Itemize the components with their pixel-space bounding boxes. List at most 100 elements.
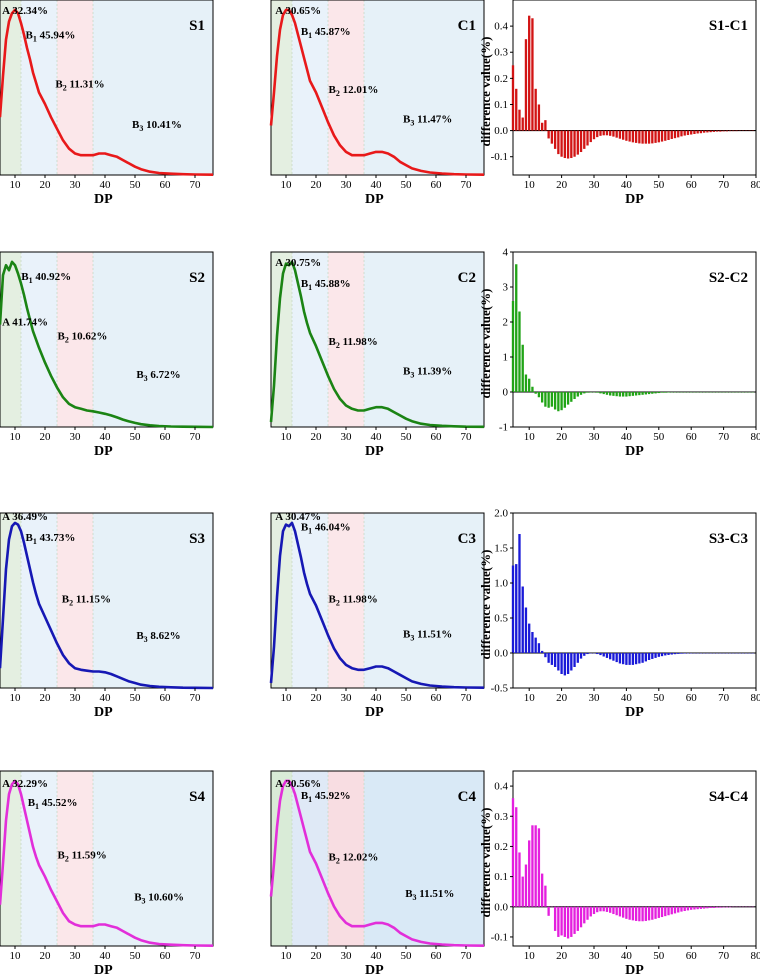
x-tick-label: 60 (431, 179, 443, 191)
bar (521, 344, 524, 392)
bar (644, 653, 647, 662)
chart-title: S1 (189, 18, 205, 34)
bar (589, 906, 592, 917)
bar (518, 534, 521, 653)
x-tick-label: 30 (589, 692, 601, 704)
label-b1: B1 45.94% (26, 30, 76, 44)
x-tick-label: 30 (70, 950, 82, 962)
label-a: A 36.49% (2, 511, 48, 523)
x-tick-label: 10 (524, 431, 536, 443)
bar (609, 392, 612, 396)
x-tick-label: 20 (556, 431, 568, 443)
bar (715, 130, 719, 132)
bar (654, 906, 657, 919)
x-tick-label: 50 (653, 692, 665, 704)
label-b3: B3 8.62% (136, 630, 180, 644)
x-tick-label: 70 (461, 179, 473, 191)
bar (566, 653, 570, 674)
bar (625, 130, 628, 141)
label-b3: B3 11.47% (403, 114, 452, 128)
bar (550, 653, 554, 665)
bar (518, 311, 521, 392)
y-tick-label: 0.3 (494, 47, 508, 59)
bar (644, 906, 647, 921)
bar (560, 392, 563, 411)
x-axis-label: DP (365, 444, 384, 459)
x-tick-label: 10 (10, 692, 22, 704)
panel-c2: 10 20 30 40 50 60 70 DP C2 A 30.75% B1 45.88% B2 11… (269, 251, 485, 459)
label-b3: B3 6.72% (136, 369, 180, 383)
x-axis-label: DP (625, 192, 644, 207)
bar (696, 130, 699, 134)
bar (537, 104, 541, 131)
bar (699, 130, 703, 134)
series-line (0, 260, 214, 429)
bar (615, 653, 618, 663)
bar (531, 825, 534, 907)
label-b1: B1 45.88% (301, 278, 351, 292)
bar (596, 392, 599, 393)
label-a: A 32.29% (2, 778, 48, 790)
bar (625, 392, 628, 397)
bar (638, 130, 641, 144)
bar (544, 392, 547, 407)
x-tick-label: 10 (10, 431, 22, 443)
bar (528, 623, 531, 653)
bar (537, 392, 541, 398)
region-band (0, 252, 21, 427)
x-tick-label: 10 (281, 692, 293, 704)
panel-c3: 10 20 30 40 50 60 70 DP C3 A 30.47%B1 46.04% B2 11… (269, 511, 485, 720)
x-tick-label: 60 (431, 950, 443, 962)
bar (524, 607, 528, 653)
bar (647, 130, 651, 144)
bar (515, 564, 518, 653)
bar (544, 885, 547, 907)
bar (628, 653, 631, 665)
bar (524, 374, 528, 392)
bar (566, 906, 570, 939)
bar (693, 906, 696, 910)
x-tick-label: 50 (653, 179, 665, 191)
bar (566, 130, 570, 159)
bar (540, 650, 544, 653)
bar (540, 392, 544, 403)
bar (540, 122, 544, 131)
y-tick-label: 2.0 (494, 508, 508, 520)
bar (557, 130, 560, 155)
label-a: A 30.75% (275, 257, 321, 269)
region-band (271, 513, 292, 688)
panel-s3-c3: 10 20 30 40 50 60 70 80 -0.5 0.0 0.5 1.0 1.5 2.0 DP dif… (478, 508, 760, 721)
x-tick-label: 20 (311, 950, 323, 962)
bar (670, 130, 673, 139)
bar (511, 798, 515, 907)
bar (621, 906, 625, 918)
bar (528, 378, 531, 392)
x-tick-label: 30 (70, 431, 82, 443)
y-tick-label: -0.5 (491, 683, 509, 695)
x-tick-label: 60 (686, 179, 698, 191)
chart-title: C1 (458, 18, 476, 34)
region-band (364, 0, 484, 175)
label-b3: B3 11.51% (403, 628, 452, 642)
bar (515, 807, 518, 907)
x-tick-label: 20 (556, 179, 568, 191)
bar (634, 392, 638, 396)
bar (709, 906, 712, 908)
bar (625, 906, 628, 919)
bar (602, 130, 605, 136)
x-tick-label: 50 (401, 179, 413, 191)
bar (686, 906, 690, 911)
bar (534, 825, 537, 907)
plot-frame (0, 0, 214, 176)
x-tick-label: 40 (371, 179, 383, 191)
x-tick-label: 60 (686, 431, 698, 443)
bar (599, 392, 602, 394)
x-tick-label: 30 (70, 179, 82, 191)
bar (638, 392, 641, 396)
label-a: A 41.74% (2, 317, 48, 329)
bar (609, 130, 612, 136)
y-axis-label: difference value(%) (478, 289, 493, 399)
bar (725, 130, 728, 132)
bar (683, 130, 686, 136)
x-axis-label: DP (625, 444, 644, 459)
